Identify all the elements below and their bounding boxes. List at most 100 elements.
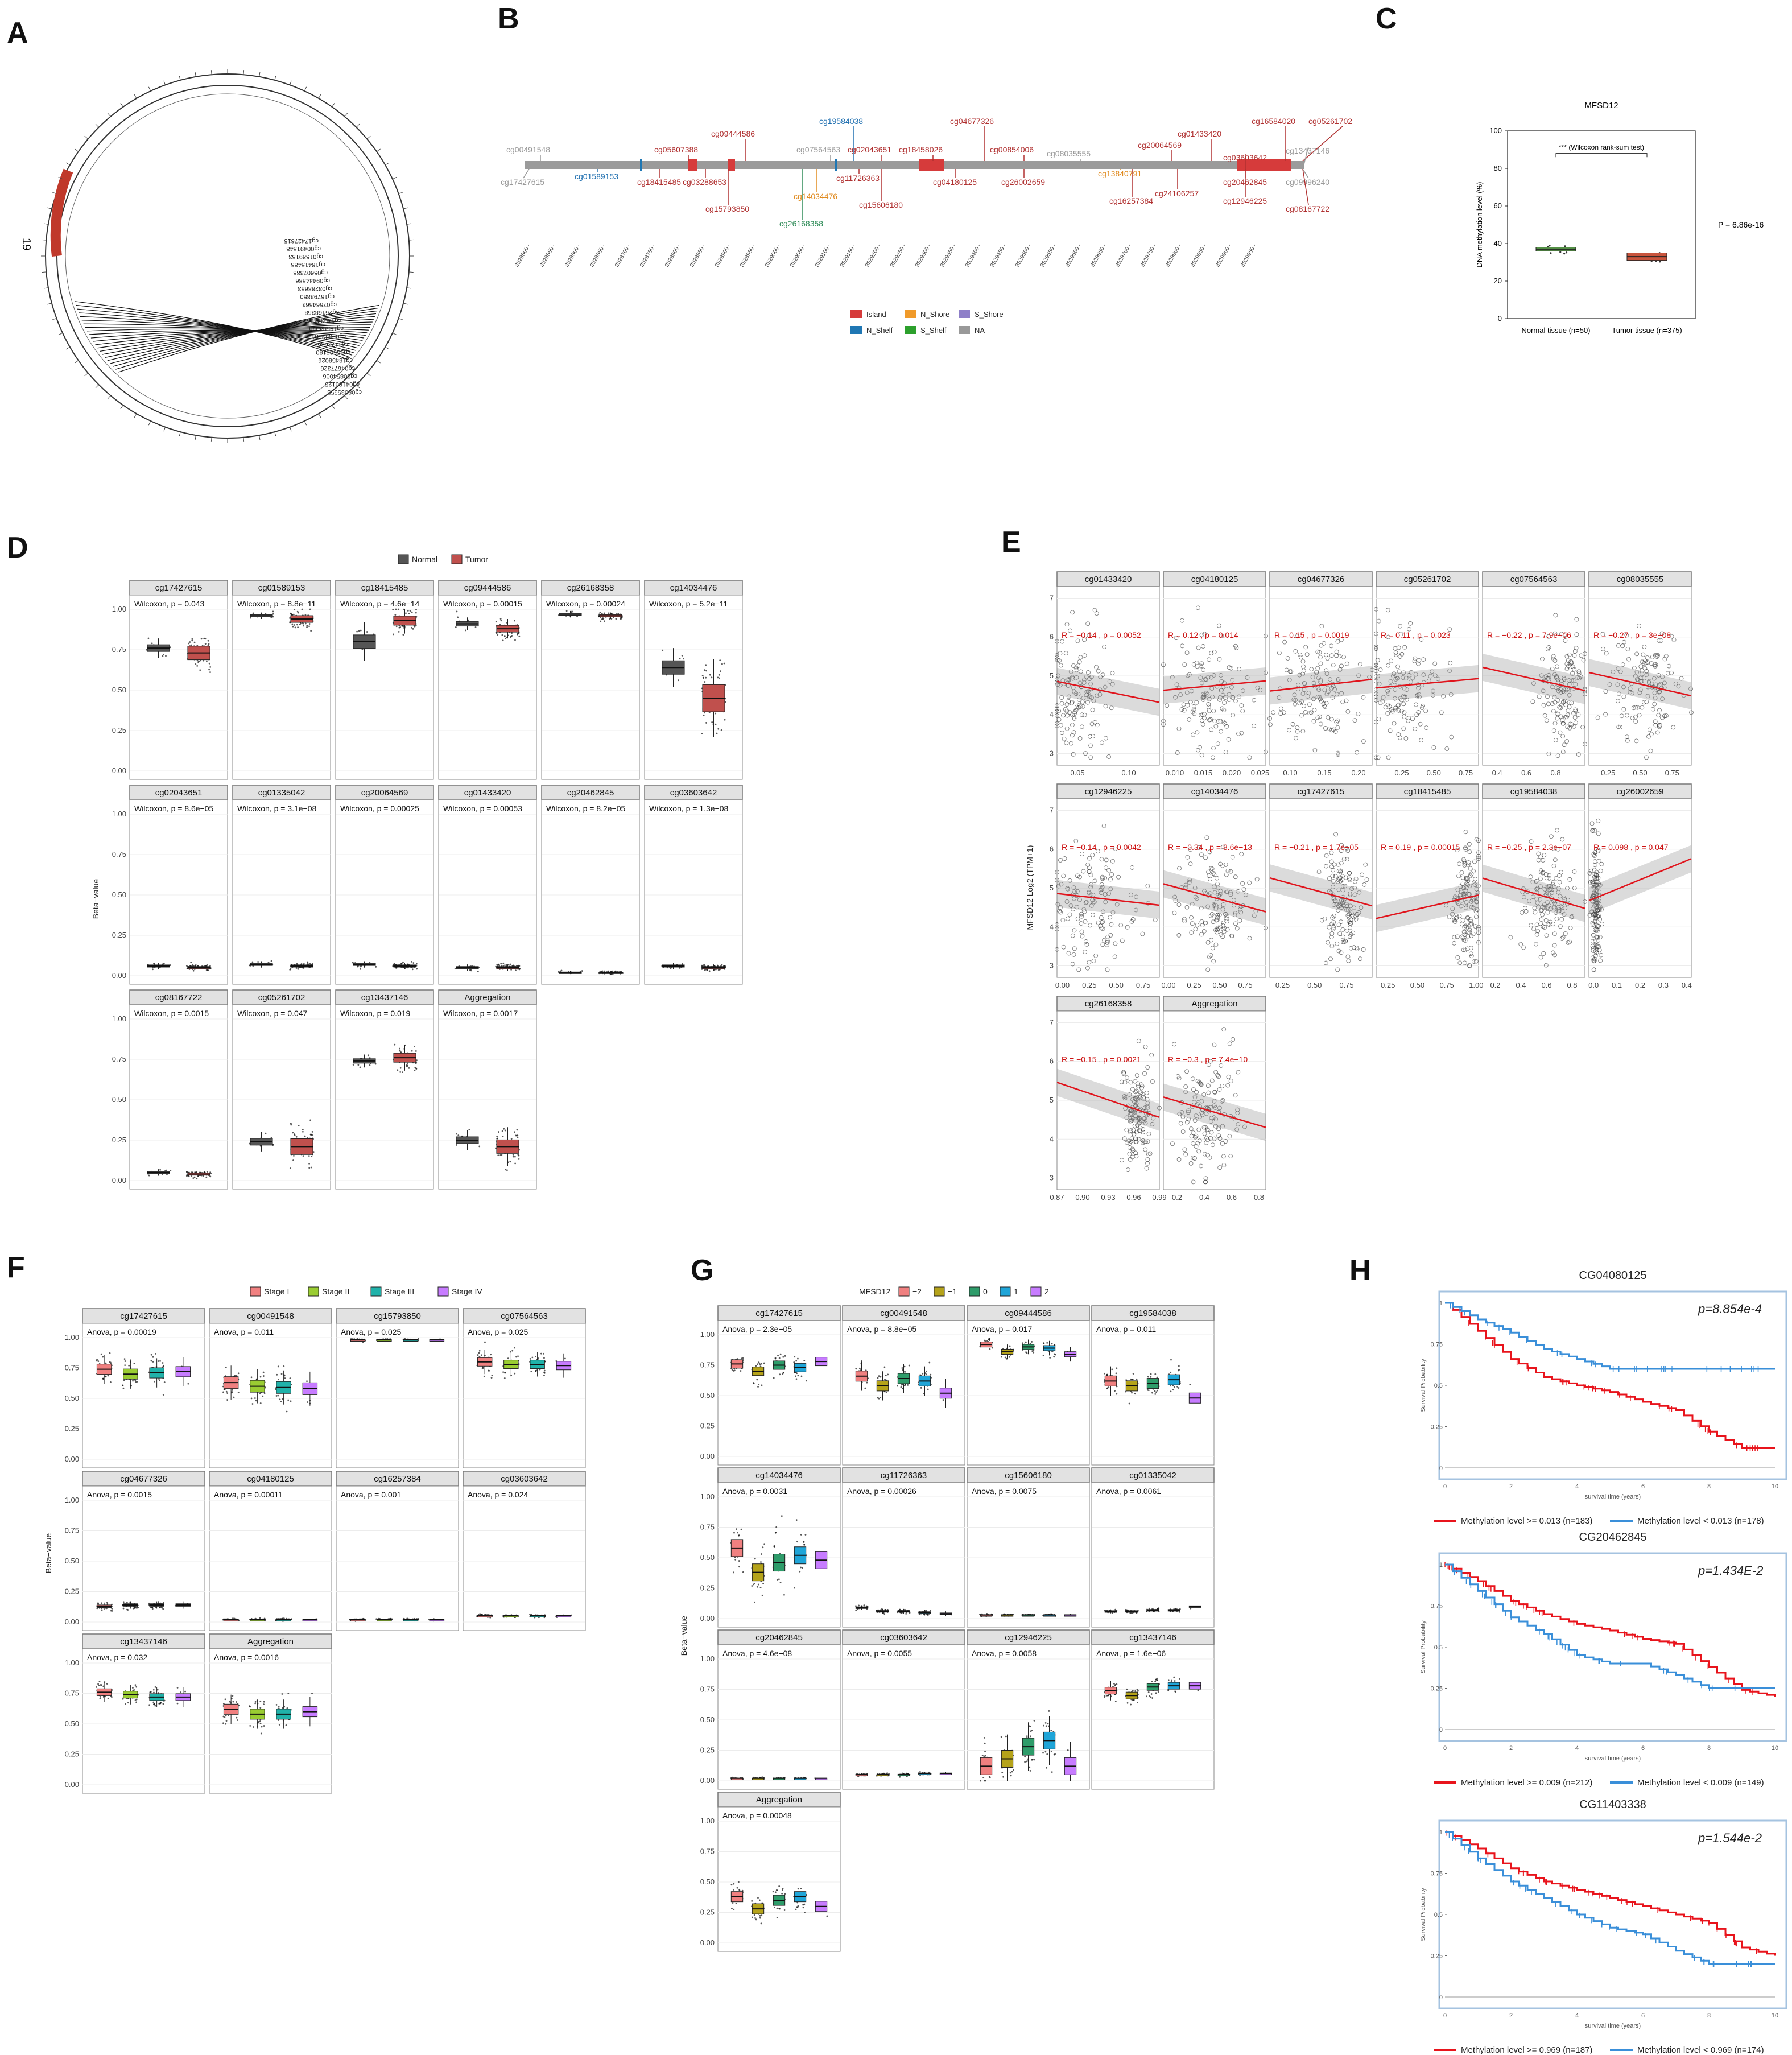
- probe-label-bottom: cg01589153: [575, 172, 618, 181]
- data-point: [517, 633, 519, 635]
- data-point: [1559, 251, 1562, 253]
- data-point: [366, 631, 368, 633]
- probe-label-bottom: cg16257384: [1109, 196, 1153, 205]
- y-tick-label: 0: [1498, 314, 1502, 323]
- ring-tick: [210, 437, 212, 442]
- data-point: [300, 622, 302, 625]
- data-point: [515, 964, 518, 967]
- axis-tick-label: 3528550 -: [539, 243, 557, 269]
- facet-panel: [232, 799, 331, 985]
- stat-label: Anova, p = 0.011: [214, 1327, 274, 1336]
- data-point: [1064, 726, 1070, 731]
- data-point: [500, 620, 502, 622]
- facet-cg02043651: cg020436510.000.250.500.751.00Wilcoxon, …: [112, 785, 228, 985]
- data-point: [306, 625, 308, 627]
- y-tick-label: 3: [1050, 1174, 1054, 1182]
- y-tick-label: 4: [1050, 710, 1054, 719]
- axis-tick-label: 3529150 -: [839, 243, 857, 269]
- data-point: [1191, 662, 1196, 667]
- data-point: [306, 626, 308, 628]
- data-point: [148, 1174, 150, 1177]
- data-point: [133, 1363, 135, 1364]
- data-point: [186, 1171, 188, 1173]
- ring-tick: [243, 437, 245, 442]
- data-point: [405, 612, 407, 614]
- data-point: [1564, 245, 1566, 247]
- facet-title: cg03603642: [501, 1474, 548, 1484]
- data-point: [96, 1607, 98, 1610]
- facet-strip: [1269, 571, 1373, 587]
- x-tick-label: 0.6: [1541, 981, 1551, 989]
- data-point: [283, 1365, 285, 1367]
- data-point: [292, 613, 295, 616]
- data-point: [1182, 662, 1187, 667]
- data-point: [290, 1124, 292, 1126]
- facet-strip: [335, 580, 434, 596]
- facet-panel: [209, 1485, 332, 1631]
- data-point: [610, 618, 613, 620]
- data-point: [162, 655, 164, 657]
- data-point: [1258, 688, 1263, 692]
- data-point: [1097, 692, 1103, 697]
- data-point: [496, 964, 498, 965]
- correlation-label: R = −0.25 , p = 2.3e−07: [1487, 843, 1571, 852]
- data-point: [153, 963, 155, 965]
- y-tick-label: 0.00: [112, 1176, 126, 1185]
- y-tick-label: 0.50: [65, 1557, 79, 1565]
- y-tick-label: 6: [1050, 633, 1054, 641]
- stat-label: Anova, p = 0.00019: [87, 1327, 156, 1336]
- facet-title: cg01433420: [464, 788, 511, 798]
- data-point: [302, 622, 304, 625]
- data-point: [1191, 707, 1196, 712]
- data-point: [226, 1399, 228, 1401]
- data-point: [414, 1046, 415, 1047]
- panel-label-e: E: [1001, 526, 1021, 559]
- data-point: [530, 1370, 532, 1372]
- x-tick-label: 0.020: [1223, 769, 1241, 777]
- x-tick-label: 0.25: [1275, 981, 1290, 989]
- data-point: [721, 663, 723, 665]
- data-point: [374, 1063, 377, 1065]
- data-point: [1059, 695, 1064, 700]
- data-point: [296, 624, 298, 626]
- x-tick-label: 0.2: [1635, 981, 1645, 989]
- probe-label: cg11726363: [314, 341, 348, 348]
- stat-label: Wilcoxon, p = 8.8e−11: [237, 599, 316, 608]
- data-point: [716, 732, 718, 734]
- data-point: [101, 1602, 103, 1604]
- stat-label: Wilcoxon, p = 0.0015: [134, 1009, 209, 1018]
- data-point: [1207, 708, 1212, 713]
- facet-title: cg13437146: [361, 993, 408, 1002]
- y-tick-label: 3: [1050, 749, 1054, 758]
- data-point: [1236, 731, 1241, 736]
- data-point: [1184, 690, 1190, 695]
- data-point: [518, 635, 521, 637]
- data-point: [1070, 723, 1075, 728]
- data-point: [701, 675, 704, 677]
- data-point: [705, 670, 707, 672]
- correlation-label: R = −0.14 , p = 0.0042: [1062, 843, 1141, 852]
- data-point: [1209, 727, 1214, 732]
- x-tick-label: 0.10: [1121, 769, 1136, 777]
- data-point: [511, 634, 513, 637]
- data-point: [162, 1608, 164, 1610]
- data-point: [123, 1379, 125, 1381]
- data-point: [1065, 677, 1070, 682]
- data-point: [507, 1357, 509, 1360]
- data-point: [517, 1355, 519, 1357]
- ring-tick: [84, 135, 89, 139]
- ring-tick: [398, 317, 403, 320]
- data-point: [307, 1137, 309, 1139]
- data-point: [276, 1373, 278, 1376]
- data-point: [682, 963, 683, 965]
- probe-label-bottom: cg03603642: [1223, 153, 1267, 162]
- data-point: [1264, 749, 1268, 754]
- ring-tick: [344, 113, 348, 117]
- data-point: [369, 1064, 371, 1066]
- data-point: [289, 617, 291, 619]
- data-point: [1055, 709, 1059, 714]
- data-point: [195, 964, 197, 966]
- data-point: [1324, 668, 1329, 673]
